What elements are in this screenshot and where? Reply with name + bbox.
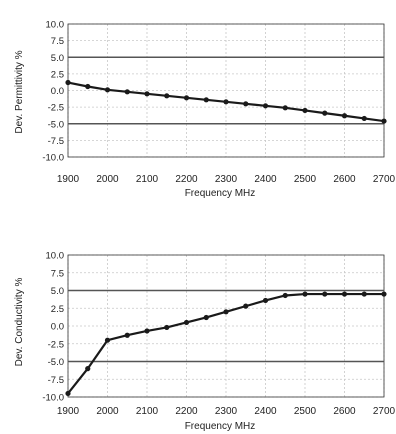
x-tick-label: 2600 — [333, 174, 356, 185]
y-tick-label: 10.0 — [46, 251, 65, 262]
data-point — [322, 291, 328, 297]
data-point — [65, 79, 71, 86]
data-point — [124, 332, 130, 338]
data-point — [223, 99, 229, 105]
y-tick-label: 0.0 — [51, 86, 64, 97]
x-axis-title: Frequency MHz — [185, 421, 256, 432]
y-tick-label: -10.0 — [42, 153, 64, 164]
data-point — [243, 303, 249, 309]
x-tick-label: 2700 — [373, 174, 396, 185]
x-tick-label: 2300 — [215, 406, 238, 417]
data-point — [282, 292, 288, 299]
y-tick-label: 2.5 — [51, 304, 64, 315]
data-point — [341, 113, 348, 119]
data-point — [203, 97, 209, 103]
y-tick-label: -5.0 — [48, 119, 64, 130]
data-point — [164, 324, 170, 331]
y-tick-label: 7.5 — [51, 268, 64, 279]
x-tick-label: 2500 — [294, 406, 317, 417]
y-tick-label: 0.0 — [51, 322, 64, 333]
data-point — [144, 91, 150, 97]
data-point — [144, 328, 150, 334]
data-point — [223, 309, 229, 315]
x-tick-label: 2200 — [175, 406, 198, 417]
x-tick-label: 2100 — [136, 174, 159, 185]
data-point — [322, 110, 328, 116]
x-tick-label: 2000 — [96, 174, 119, 185]
y-tick-label: -10.0 — [42, 393, 64, 404]
y-axis-title: Dev. Conductivity % — [14, 278, 25, 367]
y-tick-label: -5.0 — [48, 357, 64, 368]
data-point — [183, 95, 190, 101]
data-point — [381, 118, 387, 124]
data-point — [282, 105, 288, 111]
x-tick-label: 2100 — [136, 406, 159, 417]
x-tick-label: 2300 — [215, 174, 238, 185]
x-tick-label: 2500 — [294, 174, 317, 185]
y-tick-label: 5.0 — [51, 53, 64, 64]
data-point — [262, 297, 269, 304]
data-point — [85, 366, 91, 372]
x-axis-title: Frequency MHz — [185, 188, 256, 199]
plot-frame — [67, 23, 385, 158]
permittivity-chart: Frequency MHz Dev. Permittivity % 10.0 7.… — [14, 20, 396, 200]
x-tick-label: 2600 — [333, 406, 356, 417]
y-tick-label: -2.5 — [48, 103, 64, 114]
data-point — [104, 87, 111, 93]
plot-frame — [67, 254, 385, 398]
data-point — [302, 291, 308, 297]
y-tick-label: 7.5 — [51, 36, 64, 47]
y-tick-label: 10.0 — [46, 20, 65, 31]
y-tick-label: 5.0 — [51, 286, 64, 297]
x-tick-label: 1900 — [57, 174, 80, 185]
x-tick-label: 2700 — [373, 406, 396, 417]
data-point — [341, 291, 348, 297]
data-point — [65, 390, 71, 397]
data-point — [302, 107, 308, 114]
conductivity-chart: Frequency MHz Dev. Conductivity % 10.0 7.… — [14, 251, 396, 433]
data-point — [85, 83, 91, 90]
y-tick-label: -7.5 — [48, 136, 64, 147]
data-point — [361, 115, 367, 122]
x-tick-label: 1900 — [57, 406, 80, 417]
x-tick-label: 2400 — [254, 406, 277, 417]
data-point — [243, 101, 249, 107]
y-tick-label: -2.5 — [48, 339, 64, 350]
y-tick-label: 2.5 — [51, 69, 64, 80]
x-tick-label: 2000 — [96, 406, 119, 417]
data-point — [164, 93, 170, 99]
data-point — [361, 291, 367, 297]
x-tick-label: 2400 — [254, 174, 277, 185]
data-point — [262, 103, 269, 109]
data-point — [183, 319, 190, 326]
data-point — [124, 89, 130, 95]
data-point — [203, 314, 209, 321]
y-axis-title: Dev. Permittivity % — [14, 50, 25, 133]
y-tick-label: -7.5 — [48, 375, 64, 386]
x-tick-label: 2200 — [175, 174, 198, 185]
data-point — [104, 337, 111, 343]
data-point — [381, 291, 387, 297]
